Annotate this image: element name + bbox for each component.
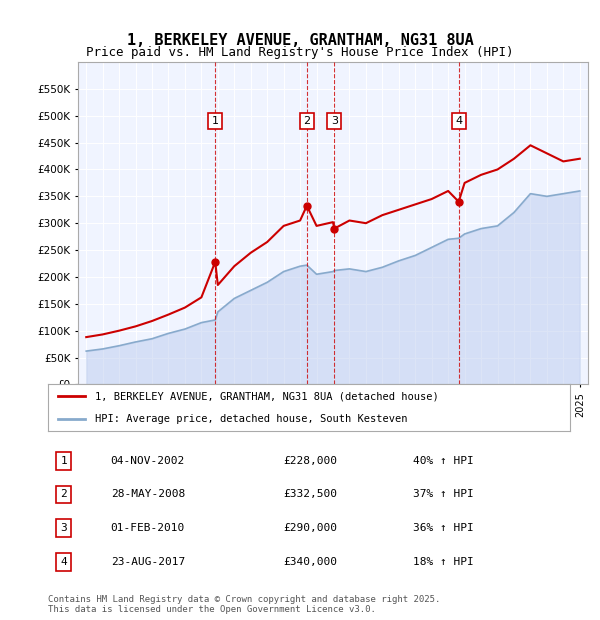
Text: 40% ↑ HPI: 40% ↑ HPI	[413, 456, 474, 466]
Text: 04-NOV-2002: 04-NOV-2002	[110, 456, 185, 466]
Text: 23-AUG-2017: 23-AUG-2017	[110, 557, 185, 567]
Text: £290,000: £290,000	[283, 523, 337, 533]
Text: 1: 1	[212, 116, 219, 126]
Text: 4: 4	[455, 116, 462, 126]
Text: 1, BERKELEY AVENUE, GRANTHAM, NG31 8UA (detached house): 1, BERKELEY AVENUE, GRANTHAM, NG31 8UA (…	[95, 391, 439, 401]
Text: Contains HM Land Registry data © Crown copyright and database right 2025.
This d: Contains HM Land Registry data © Crown c…	[48, 595, 440, 614]
Text: £332,500: £332,500	[283, 489, 337, 500]
Text: 36% ↑ HPI: 36% ↑ HPI	[413, 523, 474, 533]
Text: HPI: Average price, detached house, South Kesteven: HPI: Average price, detached house, Sout…	[95, 414, 407, 424]
Text: 3: 3	[331, 116, 338, 126]
Text: 2: 2	[60, 489, 67, 500]
Text: 1, BERKELEY AVENUE, GRANTHAM, NG31 8UA: 1, BERKELEY AVENUE, GRANTHAM, NG31 8UA	[127, 33, 473, 48]
Text: 2: 2	[303, 116, 310, 126]
Text: 4: 4	[60, 557, 67, 567]
Text: £340,000: £340,000	[283, 557, 337, 567]
Text: 37% ↑ HPI: 37% ↑ HPI	[413, 489, 474, 500]
Text: 28-MAY-2008: 28-MAY-2008	[110, 489, 185, 500]
Text: 1: 1	[60, 456, 67, 466]
Text: Price paid vs. HM Land Registry's House Price Index (HPI): Price paid vs. HM Land Registry's House …	[86, 46, 514, 59]
Text: £228,000: £228,000	[283, 456, 337, 466]
Text: 01-FEB-2010: 01-FEB-2010	[110, 523, 185, 533]
Text: 18% ↑ HPI: 18% ↑ HPI	[413, 557, 474, 567]
Text: 3: 3	[60, 523, 67, 533]
